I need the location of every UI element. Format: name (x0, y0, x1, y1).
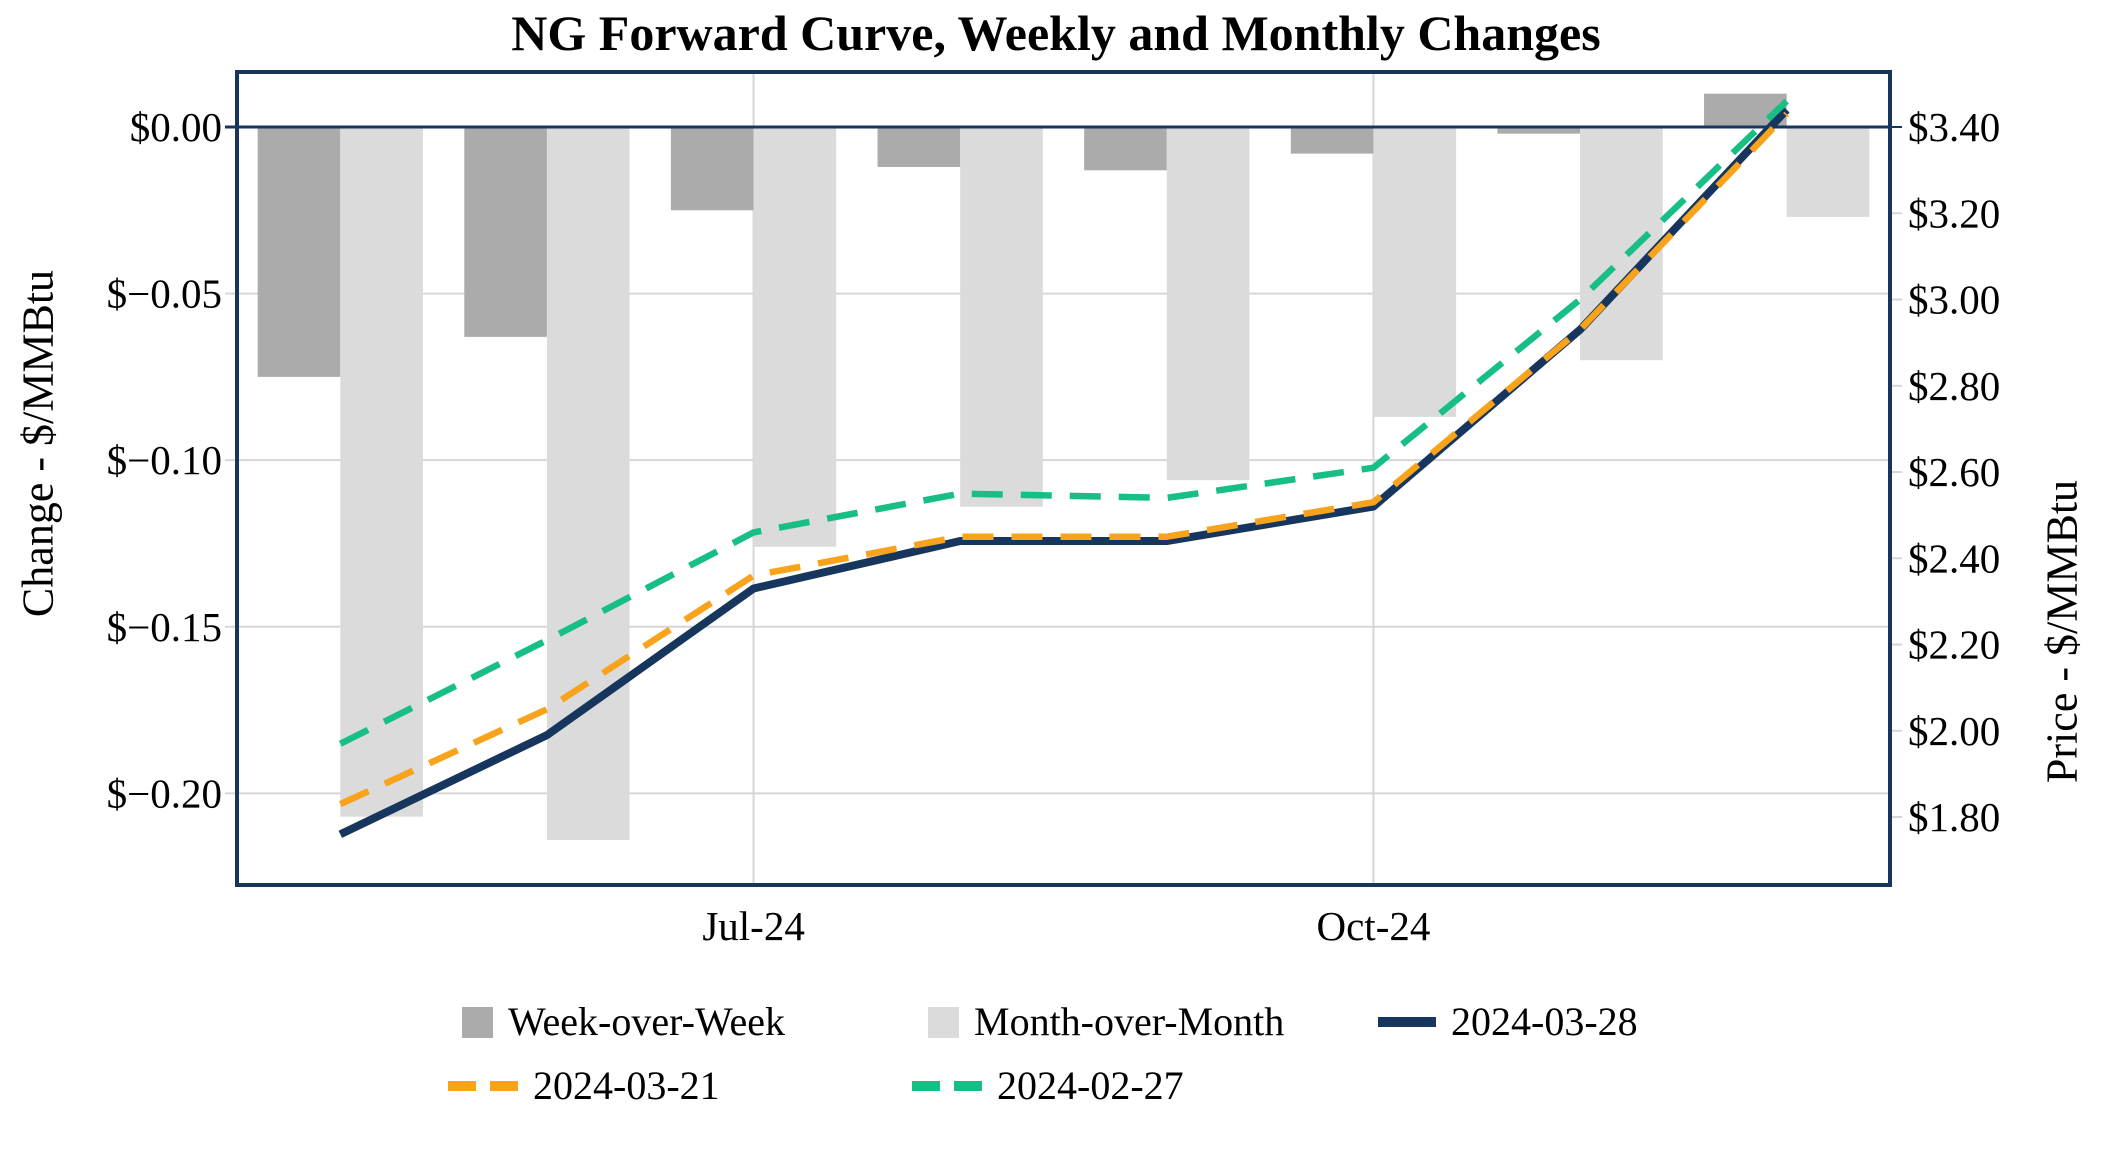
legend-item-month-over-month: Month-over-Month (928, 998, 1284, 1046)
week-over-week-bar (1497, 126, 1581, 134)
month-over-month-bar (340, 126, 423, 817)
right-axis-tick-label: $3.20 (1908, 190, 2000, 236)
left-axis-tick-label: $−0.05 (107, 271, 222, 317)
week-over-week-bar (1290, 126, 1374, 154)
legend-label: 2024-03-21 (533, 1063, 720, 1108)
dashed-line-swatch (912, 1081, 982, 1091)
left-axis-tick-label: $0.00 (130, 104, 222, 150)
legend-label: Month-over-Month (974, 999, 1285, 1044)
month-over-month-bar (1166, 126, 1250, 481)
legend-label: 2024-02-27 (997, 1063, 1184, 1108)
legend-label: Week-over-Week (508, 999, 786, 1044)
chart-title: NG Forward Curve, Weekly and Monthly Cha… (511, 5, 1601, 61)
month-over-month-bar (753, 126, 837, 547)
plot-frame (235, 70, 1892, 887)
legend-item-2024-03-21: 2024-03-21 (448, 1062, 720, 1110)
right-axis-tick-label: $2.60 (1908, 449, 2000, 495)
left-axis-tick-label: $−0.15 (107, 604, 222, 650)
legend-item-2024-03-28: 2024-03-28 (1378, 998, 1638, 1046)
week-over-week-bar (464, 126, 547, 337)
legend-item-week-over-week: Week-over-Week (462, 998, 785, 1046)
week-over-week-bar (670, 126, 754, 211)
left-axis-tick-label: $−0.10 (107, 437, 222, 483)
left-axis-tick-label: $−0.20 (107, 770, 222, 816)
right-axis-tick-label: $2.00 (1908, 708, 2000, 754)
right-axis-tick-label: $1.80 (1908, 794, 2000, 840)
week-over-week-bar (257, 126, 341, 377)
month-over-month-bar (960, 126, 1043, 507)
week-over-week-swatch (462, 1006, 493, 1038)
week-over-week-bar (877, 126, 961, 167)
x-axis-tick-label: Jul-24 (702, 903, 805, 949)
right-axis-tick-label: $3.40 (1908, 104, 2000, 150)
week-over-week-bar (1084, 126, 1167, 171)
month-over-month-bar (1373, 126, 1457, 417)
solid-line-swatch (1378, 1017, 1436, 1027)
legend-label: 2024-03-28 (1451, 999, 1638, 1044)
x-axis-tick-label: Oct-24 (1317, 903, 1431, 949)
right-axis-tick-label: $2.40 (1908, 535, 2000, 581)
legend-item-2024-02-27: 2024-02-27 (912, 1062, 1184, 1110)
right-axis-tick-label: $3.00 (1908, 277, 2000, 323)
month-over-month-bar (1786, 126, 1870, 217)
series-line-2024-03-21 (338, 111, 1790, 808)
month-over-month-bar (1580, 126, 1663, 361)
right-axis-tick-label: $2.20 (1908, 622, 2000, 668)
month-over-month-swatch (928, 1006, 959, 1038)
month-over-month-bar (546, 126, 630, 841)
right-axis-tick-label: $2.80 (1908, 363, 2000, 409)
series-line-2024-02-27 (338, 98, 1789, 747)
dashed-line-swatch (448, 1081, 518, 1091)
